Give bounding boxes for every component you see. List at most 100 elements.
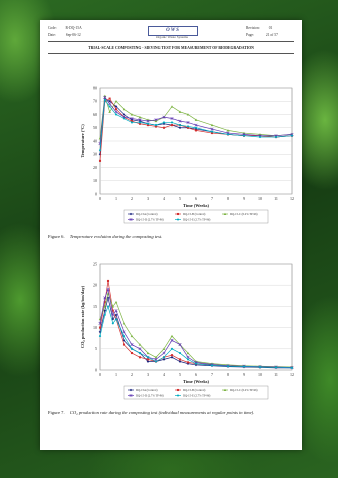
data-point (194, 129, 198, 132)
data-point (178, 358, 182, 361)
header-revision: Revision: 01 (246, 26, 272, 31)
x-tick-label: 0 (99, 196, 101, 201)
data-point (146, 351, 150, 355)
legend: DQ-15A (Control) DQ-15-B (Control) DQ-15-C… (123, 209, 269, 224)
data-point (274, 366, 278, 369)
data-point (162, 358, 166, 361)
x-axis-label: Time (Weeks) (183, 379, 209, 384)
y-tick-label: 70 (93, 99, 97, 104)
header-date: Date: Sep-06-12 (48, 33, 81, 38)
data-point (146, 122, 150, 125)
y-tick-label: 50 (93, 125, 97, 130)
data-point (154, 360, 158, 363)
figure7-caption-number: Figure 7. (48, 410, 65, 415)
data-point (138, 118, 142, 122)
data-point (170, 124, 174, 127)
data-point (186, 355, 190, 359)
data-point (186, 120, 190, 124)
data-point (178, 343, 182, 347)
series-line (99, 96, 293, 144)
data-point (242, 134, 246, 137)
series-group (98, 98, 294, 152)
data-point (138, 121, 142, 124)
data-point (130, 121, 134, 124)
data-point (146, 119, 150, 123)
data-point (242, 365, 246, 368)
data-point (170, 338, 174, 342)
x-tick-label: 12 (290, 196, 294, 201)
data-point (226, 133, 230, 136)
figure6-caption: Figure 6. Temperature evolution during t… (48, 234, 294, 240)
x-tick-label: 1 (115, 372, 117, 377)
data-point (170, 121, 174, 124)
data-point (210, 123, 214, 127)
legend-marker (176, 212, 180, 216)
data-point (122, 343, 126, 346)
y-tick-label: 20 (93, 165, 97, 170)
x-tick-label: 7 (211, 196, 213, 201)
logo-subtitle: Organic Waste Systems (156, 35, 188, 39)
series-group (98, 305, 294, 369)
data-point (138, 356, 142, 359)
x-tick-label: 3 (147, 372, 149, 377)
data-point (226, 365, 230, 368)
data-point (114, 113, 118, 116)
x-tick-label: 5 (179, 372, 181, 377)
data-point (122, 330, 126, 334)
x-tick-label: 0 (99, 372, 101, 377)
data-point (114, 99, 118, 103)
data-point (178, 110, 182, 113)
legend-marker (129, 393, 133, 398)
data-point (108, 99, 111, 103)
data-point (186, 361, 190, 364)
data-point (130, 116, 134, 120)
data-point (103, 301, 106, 304)
data-point (108, 110, 111, 113)
data-point (130, 343, 134, 347)
series-line (99, 98, 293, 151)
data-point (162, 347, 166, 350)
x-tick-label: 4 (163, 196, 165, 201)
figure6-caption-number: Figure 6. (48, 234, 65, 239)
legend-marker (223, 212, 227, 216)
series-group (98, 287, 294, 369)
data-point (114, 110, 118, 114)
data-point (194, 362, 198, 365)
data-point (170, 334, 174, 338)
data-point (186, 351, 190, 355)
data-point (103, 95, 107, 99)
data-point (186, 113, 190, 116)
legend-entry: DQ-15-B (Control) (183, 212, 205, 216)
data-point (114, 108, 118, 111)
data-point (122, 107, 126, 111)
data-point (111, 305, 115, 308)
document-title: TRIAL-SCALE COMPOSTING - SIEVING TEST FO… (88, 46, 254, 50)
data-point (290, 134, 294, 137)
data-point (154, 119, 158, 123)
legend-marker (223, 388, 227, 392)
x-tick-label: 8 (227, 196, 229, 201)
legend-box (123, 385, 269, 400)
data-point (210, 127, 214, 131)
data-point (130, 334, 134, 338)
data-point (154, 124, 158, 127)
data-point (98, 149, 102, 152)
data-point (186, 125, 190, 128)
legend-entry: DQ-15-D (2.7% TP-96) (136, 218, 164, 222)
data-point (170, 347, 174, 350)
header-code: Code: R-DQ-15A (48, 26, 82, 31)
x-tick-label: 10 (258, 196, 262, 201)
data-point (170, 355, 174, 359)
x-tick-label: 6 (195, 196, 197, 201)
code-value: R-DQ-15A (65, 26, 82, 30)
legend-box (123, 209, 269, 224)
x-tick-label: 9 (243, 196, 245, 201)
data-point (258, 135, 262, 139)
data-point (154, 355, 158, 359)
data-point (178, 124, 182, 127)
figure7-caption-text: CO₂ production rate during the compostin… (69, 410, 255, 415)
data-point (98, 335, 102, 338)
data-point (194, 118, 198, 121)
legend-marker (129, 212, 133, 216)
